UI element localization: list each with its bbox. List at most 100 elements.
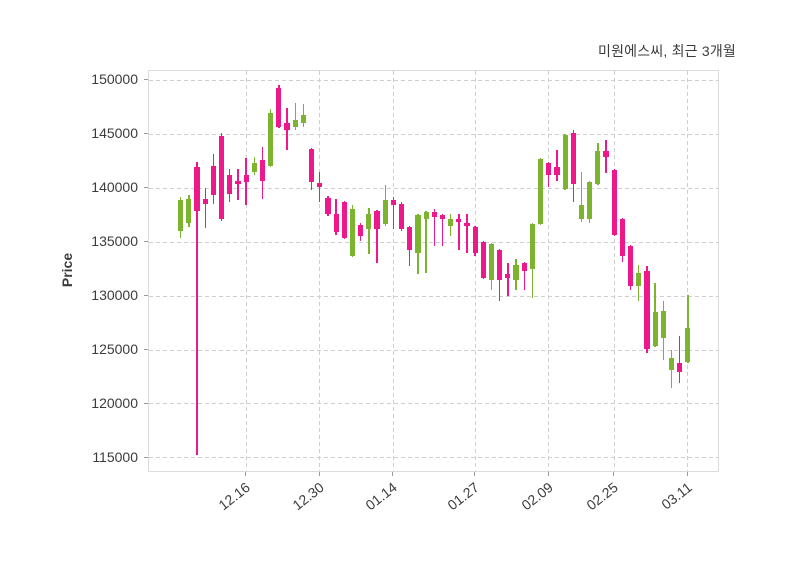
h-gridline: [149, 403, 718, 405]
candle-body: [439, 215, 446, 220]
candle-wick: [466, 214, 468, 253]
candle-body: [341, 202, 347, 238]
candle-body: [259, 160, 266, 181]
x-tick-label: 03.11: [658, 479, 695, 513]
candle-wick: [556, 150, 558, 181]
candle-body: [677, 362, 683, 372]
v-gridline: [392, 71, 394, 471]
h-gridline: [149, 79, 718, 81]
candle-body: [219, 136, 225, 220]
h-gridline: [149, 349, 718, 351]
candle-body: [464, 222, 470, 226]
candle-body: [210, 165, 216, 195]
candle-wick: [376, 209, 378, 263]
candle-body: [554, 166, 560, 176]
candle-body: [595, 151, 601, 184]
candle-wick: [523, 261, 525, 290]
candle-body: [628, 246, 634, 287]
h-gridline: [149, 241, 718, 243]
candle-body: [390, 200, 396, 206]
candle-body: [636, 273, 642, 287]
candle-body: [292, 120, 298, 127]
x-tick-mark: [547, 472, 549, 476]
candle-body: [587, 181, 593, 220]
candle-wick: [196, 162, 198, 455]
candle-body: [546, 163, 552, 176]
h-gridline: [149, 295, 718, 297]
candle-body: [488, 244, 495, 280]
candle-wick: [507, 262, 509, 297]
candle-body: [194, 166, 200, 211]
candle-body: [578, 205, 585, 220]
y-tick-mark: [144, 79, 148, 81]
candle-body: [407, 227, 413, 250]
v-gridline: [548, 71, 550, 471]
candle-body: [202, 198, 208, 205]
y-tick-label: 145000: [91, 125, 138, 142]
y-tick-mark: [144, 241, 148, 243]
candle-body: [448, 219, 454, 226]
h-gridline: [149, 457, 718, 459]
candle-body: [619, 219, 625, 257]
x-tick-label: 12.16: [215, 479, 253, 514]
candle-body: [497, 249, 503, 280]
x-tick-mark: [686, 472, 688, 476]
y-tick-label: 125000: [91, 341, 138, 357]
candle-body: [333, 214, 339, 233]
v-gridline: [687, 71, 689, 471]
y-tick-label: 115000: [92, 448, 138, 465]
y-axis-title: Price: [59, 252, 75, 288]
candle-body: [611, 169, 617, 235]
candle-body: [382, 200, 388, 224]
candle-wick: [204, 188, 206, 229]
v-gridline: [245, 71, 247, 471]
candle-body: [178, 200, 184, 232]
candle-body: [660, 311, 666, 339]
candle-body: [325, 197, 331, 215]
candle-body: [668, 357, 675, 371]
candle-body: [513, 264, 519, 280]
candle-wick: [294, 102, 296, 130]
candle-body: [529, 223, 536, 270]
y-tick-label: 120000: [91, 394, 138, 411]
y-tick-mark: [144, 402, 148, 404]
candle-body: [423, 211, 429, 220]
y-tick-label: 150000: [91, 71, 138, 88]
candle-body: [456, 219, 462, 222]
h-gridline: [149, 187, 718, 189]
candle-body: [480, 242, 486, 278]
x-tick-mark: [613, 472, 615, 476]
candle-body: [603, 151, 609, 157]
candle-wick: [245, 157, 247, 206]
candle-body: [562, 135, 568, 190]
candle-wick: [580, 171, 583, 222]
candle-body: [284, 123, 290, 130]
y-tick-mark: [144, 349, 148, 350]
candle-body: [358, 224, 364, 236]
candle-wick: [678, 335, 681, 384]
candle-wick: [425, 210, 427, 274]
candle-wick: [433, 208, 435, 247]
candle-body: [308, 149, 315, 182]
candle-body: [251, 163, 257, 172]
candle-wick: [458, 214, 460, 250]
x-tick-label: 01.14: [362, 479, 401, 514]
x-tick-mark: [474, 472, 476, 476]
candle-body: [505, 274, 511, 278]
candle-body: [317, 182, 323, 188]
candle-body: [644, 271, 650, 349]
v-gridline: [474, 71, 476, 471]
candle-body: [243, 175, 249, 182]
candle-body: [538, 159, 544, 224]
candle-body: [268, 112, 274, 166]
candle-body: [570, 133, 576, 184]
x-tick-label: 12.30: [289, 479, 327, 514]
candle-body: [366, 214, 372, 230]
candle-body: [349, 208, 356, 257]
candle-body: [398, 204, 405, 230]
y-tick-mark: [144, 187, 148, 189]
candle-body: [431, 211, 437, 218]
v-gridline: [319, 71, 321, 471]
y-tick-label: 135000: [91, 233, 138, 250]
y-tick-mark: [144, 295, 148, 297]
